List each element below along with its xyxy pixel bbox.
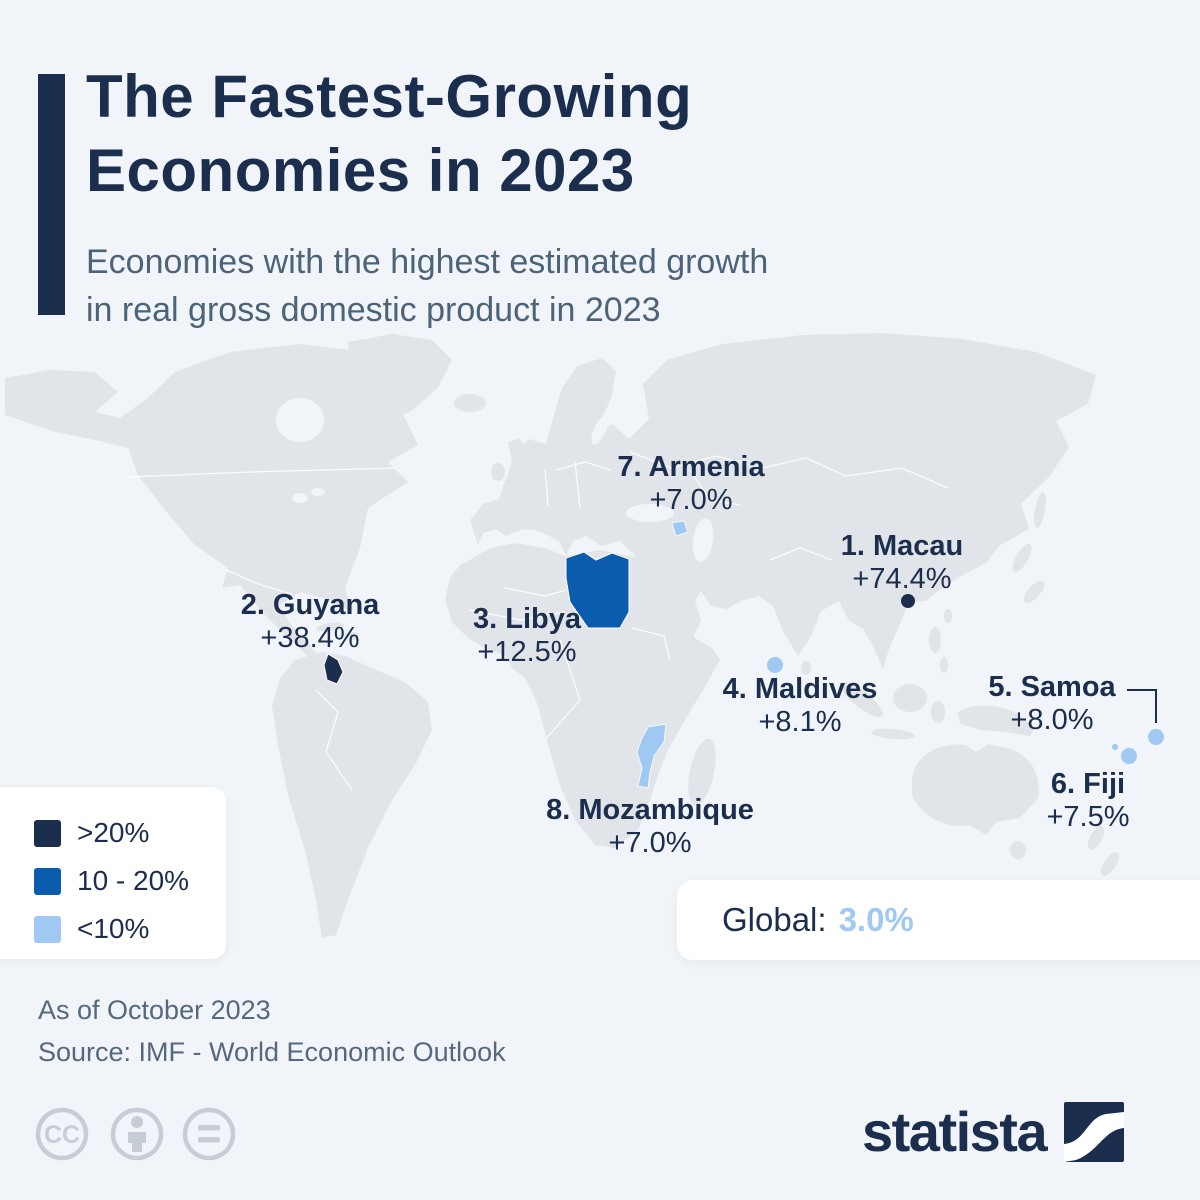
- legend-swatch-mid: [34, 867, 61, 895]
- source-note: Source: IMF - World Economic Outlook: [38, 1037, 506, 1067]
- sumatra: [840, 682, 884, 718]
- subtitle-line-1: Economies with the highest estimated gro…: [86, 243, 769, 281]
- label-fiji: 6. Fiji +7.5%: [1046, 768, 1129, 834]
- label-fiji-name: 6. Fiji: [1050, 768, 1126, 800]
- label-samoa: 5. Samoa +8.0%: [988, 671, 1115, 737]
- country-mozambique: [636, 723, 667, 789]
- label-libya: 3. Libya +12.5%: [473, 603, 581, 669]
- new-zealand-north: [1087, 826, 1105, 850]
- statista-brand: statista: [862, 1100, 1125, 1164]
- label-armenia-value: +7.0%: [649, 484, 733, 516]
- label-armenia: 7. Armenia +7.0%: [617, 451, 764, 517]
- great-lake-1: [292, 493, 308, 503]
- statista-logo-icon: [1064, 1102, 1125, 1162]
- label-samoa-value: +8.0%: [1010, 704, 1094, 736]
- country-armenia: [671, 520, 689, 537]
- label-guyana: 2. Guyana +38.4%: [241, 589, 380, 655]
- legend-label: <10%: [77, 913, 150, 944]
- tasmania: [1010, 841, 1026, 859]
- samoa-leader-line: [1127, 689, 1157, 723]
- japan-north: [1012, 543, 1032, 573]
- sakhalin: [1034, 492, 1046, 528]
- label-mozambique: 8. Mozambique +7.0%: [546, 794, 754, 860]
- global-value: 3.0%: [838, 901, 914, 938]
- attribution-icon: [110, 1107, 164, 1161]
- new-zealand-south: [1100, 852, 1120, 876]
- label-armenia-name: 7. Armenia: [617, 451, 765, 483]
- continent-eurasia: [470, 333, 1096, 669]
- continent-south-america: [272, 652, 432, 938]
- hispaniola: [345, 632, 359, 640]
- black-sea: [626, 504, 674, 522]
- legend-label: 10 - 20%: [77, 865, 190, 896]
- iceland: [454, 394, 486, 412]
- legend: >20% 10 - 20% <10%: [0, 787, 226, 959]
- label-maldives-value: +8.1%: [758, 706, 842, 738]
- label-macau-value: +74.4%: [852, 563, 952, 595]
- label-guyana-value: +38.4%: [260, 622, 360, 654]
- page-subtitle: Economies with the highest estimated gro…: [86, 238, 768, 334]
- philippines-south: [940, 657, 948, 673]
- label-macau: 1. Macau +74.4%: [841, 530, 964, 596]
- samoa-marker: [1148, 729, 1164, 745]
- statista-wordmark: statista: [862, 1100, 1048, 1163]
- cc-icon: CC: [35, 1107, 89, 1161]
- label-libya-value: +12.5%: [477, 636, 577, 668]
- greenland: [348, 334, 452, 420]
- caspian-sea: [692, 518, 714, 562]
- cuba: [316, 622, 344, 632]
- sri-lanka: [801, 661, 811, 675]
- country-borders: [127, 451, 949, 791]
- svg-text:CC: CC: [44, 1121, 80, 1149]
- macau-marker: [901, 594, 915, 608]
- label-mozambique-name: 8. Mozambique: [546, 794, 754, 826]
- country-libya: [565, 551, 630, 629]
- label-fiji-value: +7.5%: [1046, 801, 1130, 833]
- subtitle-line-2: in real gross domestic product in 2023: [86, 291, 661, 329]
- label-libya-name: 3. Libya: [473, 603, 581, 635]
- title-line-1: The Fastest-Growing: [86, 63, 693, 130]
- label-maldives: 4. Maldives +8.1%: [723, 673, 878, 739]
- ireland: [491, 463, 505, 481]
- label-macau-name: 1. Macau: [840, 530, 964, 562]
- new-guinea: [958, 705, 1035, 736]
- legend-item-10-20: 10 - 20%: [34, 865, 226, 897]
- united-kingdom: [506, 438, 532, 492]
- philippines-north: [929, 627, 941, 653]
- great-lake-2: [311, 488, 325, 496]
- as-of-date: As of October 2023: [38, 995, 271, 1025]
- legend-swatch-dark: [34, 819, 61, 847]
- legend-item-under-10: <10%: [34, 913, 226, 945]
- license-icons: CC: [35, 1107, 236, 1161]
- label-maldives-name: 4. Maldives: [722, 673, 878, 705]
- label-guyana-name: 2. Guyana: [240, 589, 380, 621]
- title-accent-bar: [38, 74, 65, 315]
- baltic-sea: [591, 415, 609, 445]
- fiji-marker: [1121, 748, 1137, 764]
- legend-swatch-light: [34, 915, 61, 943]
- continent-australia: [912, 744, 1039, 835]
- highlighted-countries: [323, 520, 1164, 789]
- maldives-marker: [767, 657, 783, 673]
- label-samoa-name: 5. Samoa: [988, 671, 1116, 703]
- borneo: [893, 684, 927, 712]
- legend-label: >20%: [77, 817, 150, 848]
- madagascar: [688, 738, 716, 806]
- legend-item-over-20: >20%: [34, 817, 226, 849]
- label-mozambique-value: +7.0%: [608, 827, 692, 859]
- no-derivatives-icon: [182, 1107, 236, 1161]
- japan-south: [1023, 580, 1045, 604]
- taiwan: [944, 609, 952, 623]
- hudson-bay: [276, 398, 324, 442]
- title-line-2: Economies in 2023: [86, 137, 635, 204]
- fiji-marker-small: [1112, 744, 1118, 750]
- country-guyana: [323, 653, 344, 685]
- sulawesi: [931, 701, 945, 723]
- java: [871, 728, 915, 740]
- page-title: The Fastest-Growing Economies in 2023: [86, 60, 692, 208]
- global-growth-note: Global: 3.0%: [677, 880, 1200, 960]
- global-label: Global:: [722, 901, 827, 938]
